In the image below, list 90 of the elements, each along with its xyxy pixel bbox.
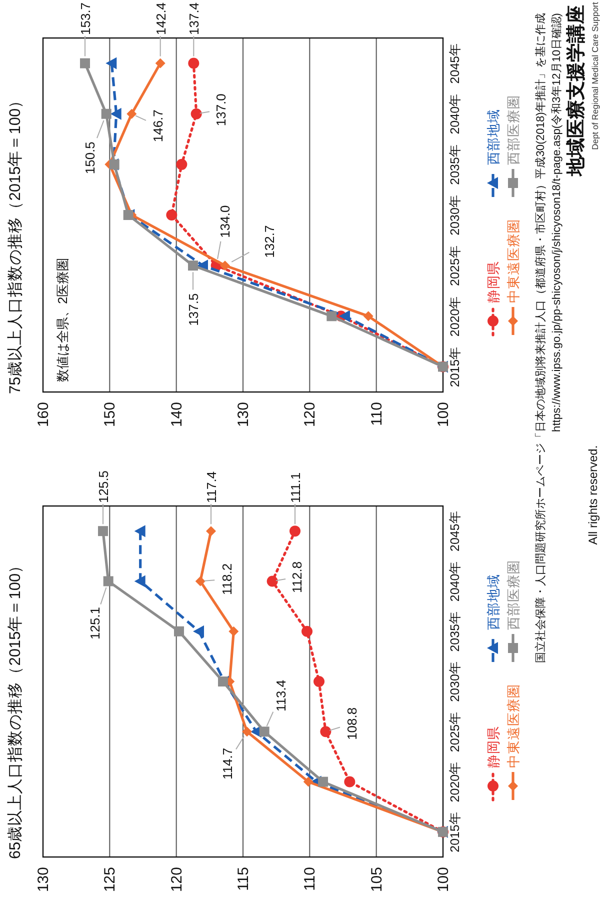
point [242, 726, 252, 737]
point [101, 108, 112, 119]
point [174, 626, 184, 636]
point [80, 58, 90, 68]
text: 国立社会保障・人口問題研究所ホームページ「日本の地域別将来推計人口（都道府県・市区町村）平成30(2018)年推計」を基に作成 [534, 13, 547, 663]
x-tick-label: 105 [368, 867, 386, 892]
y-tick-label: 2035年 [448, 610, 462, 652]
point [318, 776, 328, 787]
data-label: 134.0 [217, 205, 232, 238]
y-tick-label: 2045年 [448, 42, 462, 84]
data-label: 153.7 [78, 2, 93, 35]
y-tick-label: 2020年 [448, 761, 462, 802]
data-label: 125.1 [87, 606, 102, 640]
x-tick-label: 115 [235, 867, 252, 891]
annotation: 数値は全県、2医療圏 [55, 258, 70, 382]
x-tick-label: 120 [302, 402, 319, 428]
x-tick-label: 130 [235, 402, 252, 428]
point [195, 576, 206, 586]
point [134, 575, 146, 588]
x-tick-label: 100 [435, 867, 452, 892]
point [206, 526, 216, 536]
point [320, 726, 332, 738]
data-label: 137.4 [186, 2, 202, 35]
text: 75歳以上人口指数の推移（2015年＝100） [6, 92, 24, 394]
data-label: 117.4 [204, 471, 219, 503]
point [188, 260, 198, 271]
text: 地域医療支援学講座 [565, 5, 587, 177]
point [303, 776, 314, 787]
data-label: 150.5 [82, 142, 98, 174]
data-label: 137.5 [186, 293, 201, 326]
point [266, 576, 278, 587]
x-tick-label: 110 [368, 402, 386, 426]
x-tick-label: 100 [435, 402, 452, 428]
legend: 静岡県 西部地域 中東遠医療圏 西部医療圏 [486, 95, 521, 336]
point [259, 726, 270, 737]
point [302, 626, 312, 637]
data-label: 137.0 [213, 94, 228, 126]
x-tick-label: 110 [302, 867, 319, 891]
data-label: 114.7 [220, 748, 235, 780]
y-tick-label: 2020年 [448, 296, 462, 337]
x-tick-label: 120 [168, 867, 186, 892]
text: 65歳以上人口指数の推移（2015年＝100） [6, 557, 24, 859]
y-tick-label: 2035年 [448, 144, 462, 185]
y-tick-label: 2015年 [448, 812, 462, 852]
point [103, 576, 114, 586]
y-tick-label: 2045年 [448, 510, 462, 552]
point [314, 676, 324, 687]
x-tick-label: 140 [168, 402, 186, 428]
point [188, 58, 200, 69]
point [190, 108, 202, 120]
text: https://www.ipss.go.jp/pp-shicyoson/j/shicyoson18/t-page.asp(令和3年12月10日確認) [550, 12, 563, 432]
y-tick-label: 2025年 [448, 245, 462, 286]
x-tick-label: 150 [102, 402, 119, 428]
data-label: 132.7 [262, 225, 277, 258]
point [110, 108, 122, 120]
data-label: 111.1 [288, 472, 303, 503]
point [220, 260, 230, 271]
point [166, 210, 178, 220]
y-tick-label: 2025年 [448, 711, 462, 752]
x-tick-label: 160 [35, 402, 52, 428]
point [228, 626, 239, 636]
y-tick-label: 2040年 [448, 93, 462, 134]
point [134, 525, 146, 538]
data-label: 142.4 [153, 2, 168, 35]
point [344, 776, 356, 788]
point [363, 311, 374, 322]
data-label: 112.8 [289, 561, 304, 594]
legend: 静岡県 西部地域 中東遠医療圏 西部医療圏 [486, 560, 521, 802]
data-label: 125.5 [96, 470, 111, 503]
point [326, 311, 337, 322]
x-tick-label: 125 [102, 867, 119, 892]
data-label: 113.4 [273, 680, 288, 712]
text: All rights reserved. [586, 445, 600, 545]
point [106, 57, 117, 70]
data-label: 118.2 [219, 563, 234, 596]
point [155, 58, 166, 68]
point [126, 108, 137, 119]
y-tick-label: 2015年 [448, 346, 462, 388]
y-tick-label: 2030年 [448, 661, 462, 702]
y-tick-label: 2030年 [448, 194, 462, 236]
x-tick-label: 130 [35, 867, 52, 892]
point [193, 625, 204, 638]
text: Dept of Regional Medical Care Support [590, 1, 600, 150]
point [290, 526, 300, 537]
point [98, 526, 108, 536]
point [339, 310, 350, 322]
y-tick-label: 2040年 [448, 560, 462, 602]
point [176, 158, 188, 170]
data-label: 146.7 [150, 110, 166, 142]
data-label: 108.8 [344, 707, 360, 740]
